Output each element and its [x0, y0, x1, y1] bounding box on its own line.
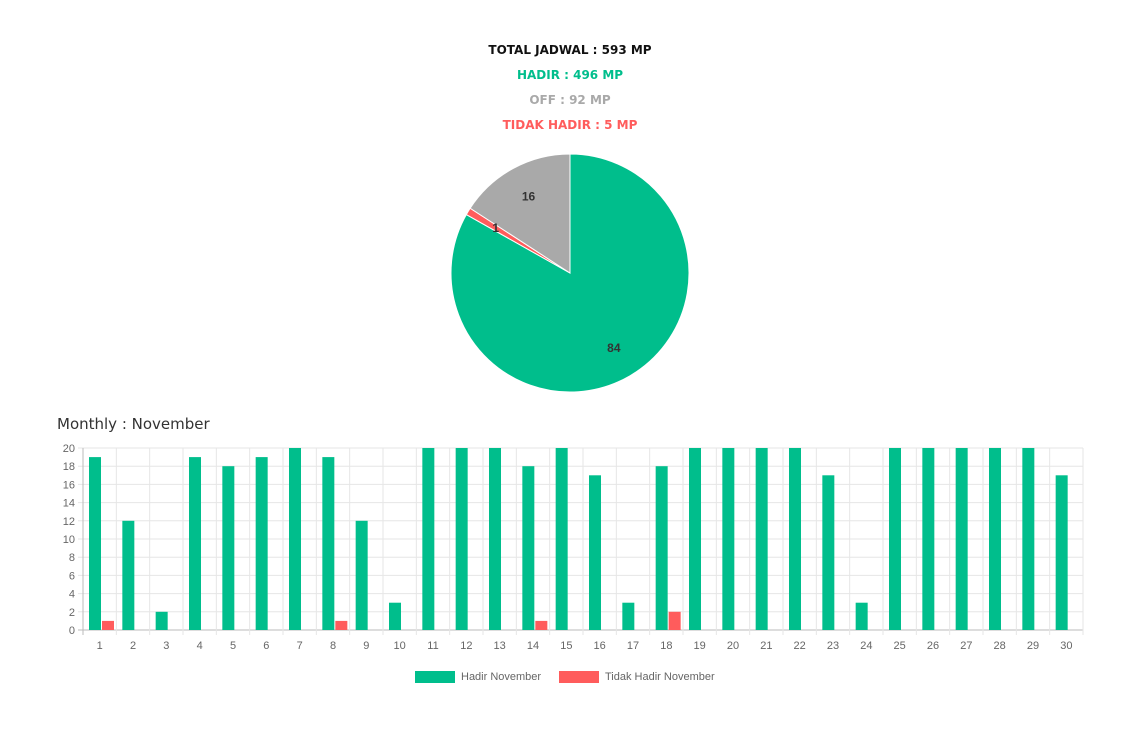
- x-tick-label: 8: [330, 640, 336, 652]
- x-tick-label: 17: [627, 640, 639, 652]
- x-tick-label: 1: [97, 640, 103, 652]
- bar-hadir[interactable]: [222, 466, 235, 630]
- monthly-chart-title: Monthly : November: [57, 415, 210, 433]
- x-tick-label: 5: [230, 640, 236, 652]
- x-tick-label: 22: [794, 640, 806, 652]
- bar-hadir[interactable]: [789, 448, 801, 630]
- y-tick-label: 2: [69, 607, 75, 619]
- x-tick-label: 20: [727, 640, 739, 652]
- x-tick-label: 2: [130, 640, 136, 652]
- y-tick-label: 8: [69, 552, 75, 564]
- bar-hadir[interactable]: [189, 457, 201, 630]
- bar-hadir[interactable]: [889, 448, 901, 630]
- x-tick-label: 3: [163, 640, 169, 652]
- hadir-label: HADIR : 496 MP: [516, 68, 624, 82]
- bar-hadir[interactable]: [822, 475, 835, 630]
- y-tick-label: 4: [69, 589, 75, 601]
- y-tick-label: 10: [63, 534, 75, 546]
- x-tick-label: 19: [694, 640, 706, 652]
- x-tick-label: 12: [460, 640, 472, 652]
- bar-hadir[interactable]: [122, 520, 135, 630]
- bar-hadir[interactable]: [255, 457, 268, 630]
- x-tick-label: 24: [860, 640, 872, 652]
- bar-hadir[interactable]: [1055, 475, 1068, 630]
- bar-hadir[interactable]: [955, 448, 968, 630]
- y-tick-label: 16: [63, 479, 75, 491]
- pie-slice-off[interactable]: [469, 153, 571, 274]
- bar-hadir[interactable]: [155, 611, 168, 630]
- x-tick-label: 26: [927, 640, 939, 652]
- y-tick-label: 14: [63, 498, 75, 510]
- y-tick-label: 20: [63, 443, 75, 455]
- bar-hadir[interactable]: [655, 466, 668, 630]
- pie-label-hadir: 84: [607, 341, 621, 355]
- x-tick-label: 9: [363, 640, 369, 652]
- y-tick-label: 6: [69, 570, 75, 582]
- bar-hadir[interactable]: [355, 520, 368, 630]
- legend-label-tidak-hadir: Tidak Hadir November: [605, 671, 715, 683]
- bar-hadir[interactable]: [589, 475, 601, 630]
- x-tick-label: 13: [494, 640, 506, 652]
- legend-label-hadir: Hadir November: [461, 671, 542, 683]
- legend-item-hadir[interactable]: Hadir November: [415, 669, 541, 685]
- x-tick-label: 16: [594, 640, 606, 652]
- total-jadwal-label: TOTAL JADWAL : 593 MP: [488, 43, 652, 57]
- bar-hadir[interactable]: [455, 448, 468, 630]
- bar-hadir[interactable]: [989, 448, 1001, 630]
- bar-hadir[interactable]: [89, 457, 101, 630]
- bar-hadir[interactable]: [922, 448, 935, 630]
- bar-hadir[interactable]: [389, 602, 401, 630]
- y-tick-label: 18: [63, 461, 75, 473]
- y-tick-label: 12: [63, 516, 75, 528]
- x-tick-label: 29: [1027, 640, 1039, 652]
- x-tick-label: 15: [560, 640, 572, 652]
- bar-tidak-hadir[interactable]: [102, 620, 114, 630]
- x-tick-label: 10: [394, 640, 406, 652]
- bar-hadir[interactable]: [855, 602, 868, 630]
- legend-item-tidak-hadir[interactable]: Tidak Hadir November: [559, 669, 715, 685]
- x-tick-label: 28: [994, 640, 1006, 652]
- bar-hadir[interactable]: [622, 602, 635, 630]
- bar-tidak-hadir[interactable]: [335, 620, 348, 630]
- x-tick-label: 11: [427, 640, 438, 652]
- attendance-pie-chart: 84 1 16: [450, 153, 690, 393]
- x-tick-label: 4: [197, 640, 203, 652]
- x-tick-label: 6: [263, 640, 269, 652]
- bar-hadir[interactable]: [289, 448, 301, 630]
- bar-hadir[interactable]: [555, 448, 568, 630]
- bar-hadir[interactable]: [489, 448, 501, 630]
- legend-swatch-tidak-hadir: [559, 671, 599, 683]
- tidak-hadir-label: TIDAK HADIR : 5 MP: [502, 118, 638, 132]
- pie-label-tidak-hadir: 1: [492, 221, 499, 235]
- x-tick-label: 14: [527, 640, 539, 652]
- x-tick-label: 30: [1060, 640, 1072, 652]
- x-tick-label: 18: [660, 640, 672, 652]
- x-tick-label: 25: [894, 640, 906, 652]
- bar-tidak-hadir[interactable]: [535, 620, 548, 630]
- legend-swatch-hadir: [415, 671, 455, 683]
- bar-hadir[interactable]: [689, 448, 701, 630]
- bar-hadir[interactable]: [1022, 448, 1035, 630]
- pie-label-off: 16: [522, 190, 536, 204]
- bar-hadir[interactable]: [322, 457, 335, 630]
- bar-hadir[interactable]: [755, 448, 768, 630]
- x-tick-label: 21: [760, 640, 772, 652]
- x-tick-label: 27: [960, 640, 972, 652]
- pie-slice-hadir[interactable]: [450, 153, 690, 393]
- y-tick-label: 0: [69, 625, 75, 637]
- bar-hadir[interactable]: [522, 466, 535, 630]
- x-tick-label: 23: [827, 640, 839, 652]
- bar-tidak-hadir[interactable]: [668, 611, 681, 630]
- bar-hadir[interactable]: [422, 448, 435, 630]
- x-tick-label: 7: [297, 640, 303, 652]
- off-label: OFF : 92 MP: [529, 93, 611, 107]
- bar-hadir[interactable]: [722, 448, 735, 630]
